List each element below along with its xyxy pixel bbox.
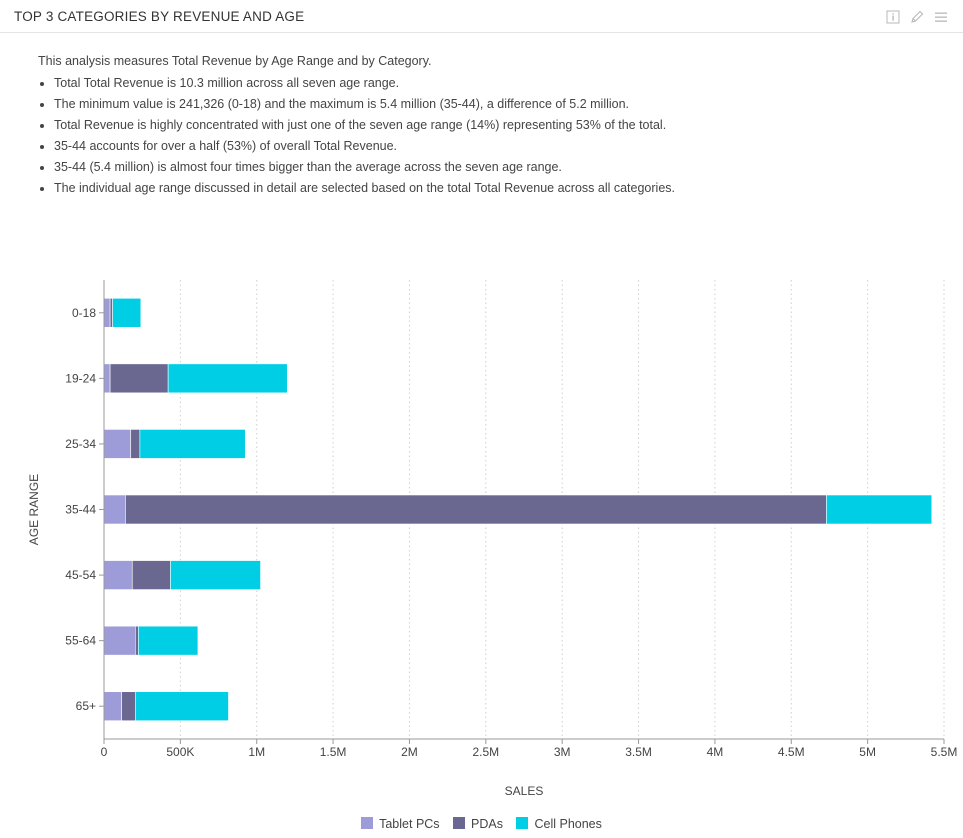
bar-segment[interactable] [125, 494, 827, 525]
analysis-intro: This analysis measures Total Revenue by … [38, 54, 432, 68]
bar-segment[interactable] [139, 429, 246, 459]
legend-item-tablet-pcs[interactable]: Tablet PCs [361, 817, 440, 831]
analysis-bullet: Total Revenue is highly concentrated wit… [54, 118, 938, 133]
bar-segment[interactable] [135, 691, 229, 722]
analysis-bullet: The individual age range discussed in de… [54, 181, 938, 196]
bar-segment[interactable] [103, 429, 132, 459]
analysis-bullet: Total Total Revenue is 10.3 million acro… [54, 76, 938, 91]
stacked-bar-chart: 0-18 19-24 25-34 35-44 45-54 55-64 65+ 0 500K 1M 1… [27, 280, 958, 798]
bar-segment[interactable] [112, 297, 142, 328]
x-tick-label: 5.5M [931, 745, 958, 759]
bar-segment[interactable] [170, 560, 261, 590]
y-tick-label: 65+ [76, 699, 96, 713]
bar-segment[interactable] [130, 429, 141, 459]
chart-legend: Tablet PCs PDAs Cell Phones [0, 817, 963, 831]
analysis-bullets: Total Total Revenue is 10.3 million acro… [38, 76, 938, 196]
y-axis-title: AGE RANGE [27, 474, 41, 545]
bar-segment[interactable] [109, 363, 169, 394]
x-tick-label: 4M [707, 745, 724, 759]
y-tick-label: 45-54 [65, 568, 96, 582]
bar-segment[interactable] [138, 625, 199, 656]
bar-segment[interactable] [135, 625, 139, 656]
legend-swatch [516, 817, 529, 829]
y-tick-label: 35-44 [65, 503, 96, 517]
y-tick-label: 25-34 [65, 437, 96, 451]
widget-header: TOP 3 CATEGORIES BY REVENUE AND AGE [0, 0, 963, 33]
x-tick-label: 500K [166, 745, 194, 759]
legend-swatch [453, 817, 466, 829]
x-tick-label: 0 [101, 745, 108, 759]
bar-segment[interactable] [103, 494, 126, 525]
x-tick-label: 3.5M [625, 745, 652, 759]
bar-segment[interactable] [121, 691, 136, 722]
bar-segment[interactable] [103, 625, 136, 656]
widget-title: TOP 3 CATEGORIES BY REVENUE AND AGE [14, 9, 305, 24]
x-tick-label: 3M [554, 745, 571, 759]
bar-segment[interactable] [826, 494, 933, 525]
legend-label: PDAs [471, 817, 503, 831]
hamburger-menu-icon[interactable] [933, 9, 949, 25]
x-axis-title: SALES [505, 784, 544, 798]
bar-segment[interactable] [103, 363, 111, 394]
info-icon[interactable] [885, 9, 901, 25]
analysis-bullet: The minimum value is 241,326 (0-18) and … [54, 97, 938, 112]
pencil-icon[interactable] [909, 9, 925, 25]
x-tick-label: 4.5M [778, 745, 805, 759]
bar-segment[interactable] [103, 560, 133, 590]
y-tick-label: 19-24 [65, 371, 96, 385]
x-tick-label: 1.5M [320, 745, 347, 759]
legend-swatch [361, 817, 374, 829]
x-tick-label: 2M [401, 745, 418, 759]
bar-segment[interactable] [103, 297, 111, 328]
y-tick-label: 55-64 [65, 634, 96, 648]
bar-segment[interactable] [109, 297, 113, 328]
x-tick-label: 1M [248, 745, 265, 759]
legend-label: Cell Phones [534, 817, 602, 831]
legend-item-cell-phones[interactable]: Cell Phones [516, 817, 602, 831]
x-tick-label: 2.5M [472, 745, 499, 759]
analysis-bullet: 35-44 (5.4 million) is almost four times… [54, 160, 938, 175]
legend-item-pdas[interactable]: PDAs [453, 817, 503, 831]
x-tick-label: 5M [859, 745, 876, 759]
y-tick-label: 0-18 [72, 306, 96, 320]
bar-segment[interactable] [167, 363, 288, 394]
bar-segment[interactable] [103, 691, 122, 722]
analysis-text: This analysis measures Total Revenue by … [38, 54, 938, 202]
bar-segment[interactable] [131, 560, 171, 590]
legend-label: Tablet PCs [379, 817, 440, 831]
analysis-bullet: 35-44 accounts for over a half (53%) of … [54, 139, 938, 154]
